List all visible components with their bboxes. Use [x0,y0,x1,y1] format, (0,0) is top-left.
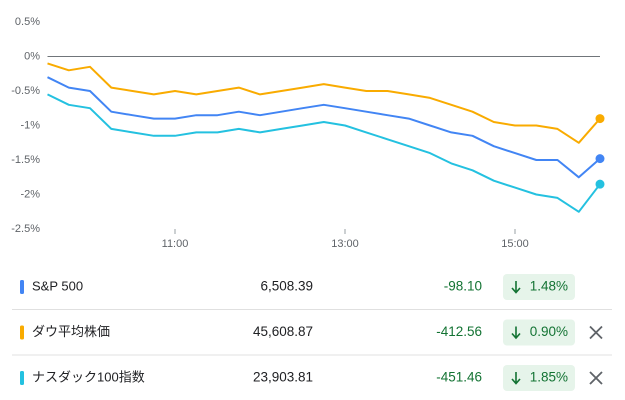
x-tick-label: 15:00 [501,238,529,250]
x-tick-label: 11:00 [162,238,189,250]
y-tick-label: 0.5% [15,16,40,28]
row-price: 45,608.87 [253,324,313,339]
percent-pill [503,365,575,391]
row-name: ナスダック100指数 [32,369,145,384]
end-dot [595,114,605,124]
down-arrow-icon [511,326,521,340]
legend-swatch [20,371,24,385]
row-name: S&P 500 [32,278,83,293]
y-tick-label: -0.5% [11,85,40,97]
x-tick-label: 13:00 [331,238,359,250]
end-dot [595,154,605,164]
row-change: -451.46 [436,370,482,385]
row-change-percent: 0.90% [530,324,568,339]
percent-pill [503,319,575,346]
row-price: 23,903.81 [253,370,313,385]
series-line [47,76,601,179]
row-name: ダウ平均株価 [32,324,110,339]
y-tick-label: -2.5% [11,223,40,235]
legend-swatch [20,325,24,340]
y-tick-label: -1% [20,119,40,131]
row-price: 6,508.39 [260,279,313,294]
series-line [47,93,601,213]
y-tick-label: 0% [24,50,40,62]
remove-button[interactable] [589,371,603,385]
row-change: -412.56 [436,324,482,339]
series-line [47,62,601,144]
row-change-percent: 1.48% [530,279,568,294]
down-arrow-icon [511,281,521,294]
percent-pill [503,274,575,300]
row-change: -98.10 [444,279,482,294]
row-change-percent: 1.85% [530,370,568,385]
y-tick-label: -2% [20,188,40,200]
y-tick-label: -1.5% [11,154,40,166]
legend-swatch [20,280,24,294]
remove-button[interactable] [589,325,603,340]
end-dot [595,179,605,189]
down-arrow-icon [511,372,521,385]
